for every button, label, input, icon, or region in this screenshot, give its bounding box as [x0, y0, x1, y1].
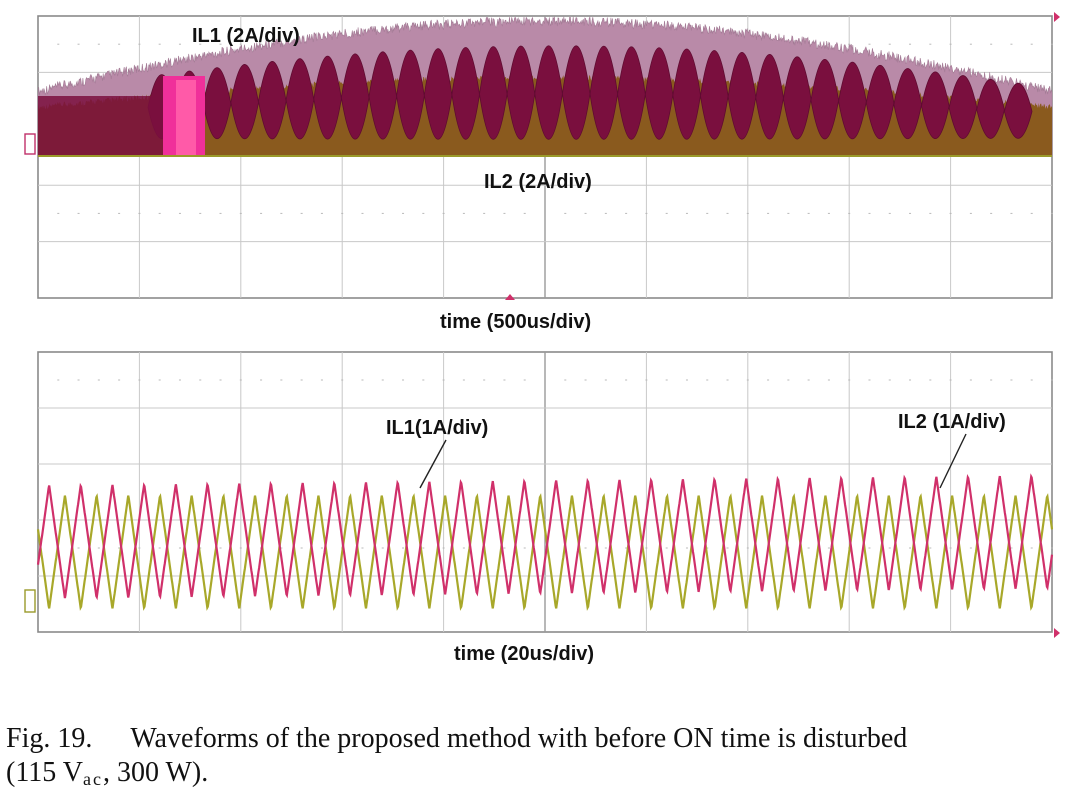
top-il2-label: IL2 (2A/div) [484, 171, 592, 193]
caption-subscript: ac [83, 769, 103, 789]
bottom-panel-waveforms [36, 473, 1054, 611]
figure-caption: Fig. 19. Waveforms of the proposed method… [6, 722, 1076, 796]
caption-power: , 300 W). [102, 757, 209, 788]
top-panel-waveforms [37, 16, 1053, 157]
il2-ripple-trace [36, 493, 1054, 611]
bottom-il1-label: IL1(1A/div) [386, 417, 489, 439]
bottom-time-label: time (20us/div) [454, 643, 595, 665]
trigger-level-marker [1054, 628, 1060, 638]
oscilloscope-figure [24, 12, 1060, 638]
caption-figure-number: Fig. 19. [6, 723, 93, 754]
bottom-panel-markers [24, 589, 1060, 638]
caption-voltage: (115 V [6, 757, 83, 788]
trigger-position-marker [505, 294, 515, 300]
trigger-level-marker [1054, 12, 1060, 22]
il1-ripple-trace [36, 473, 1054, 601]
il1-leader-line [419, 439, 447, 489]
caption-line-2: (115 Vac, 300 W). [6, 756, 1076, 796]
caption-line-1: Fig. 19. Waveforms of the proposed method… [6, 722, 1076, 756]
top-il1-label: IL1 (2A/div) [192, 25, 300, 47]
channel-ground-marker [24, 133, 36, 155]
bottom-il2-label: IL2 (1A/div) [898, 411, 1006, 433]
channel-ground-marker [24, 589, 36, 613]
top-panel-markers [24, 12, 1060, 300]
disturbance-core [176, 80, 196, 156]
bottom-panel-grid [38, 352, 1053, 632]
bottom-scope-panel [24, 351, 1060, 638]
top-scope-panel [24, 12, 1060, 300]
il2-leader-line [939, 433, 967, 489]
left-dense-band [38, 96, 163, 156]
caption-text: Waveforms of the proposed method with be… [130, 723, 908, 754]
top-time-label: time (500us/div) [440, 311, 592, 333]
